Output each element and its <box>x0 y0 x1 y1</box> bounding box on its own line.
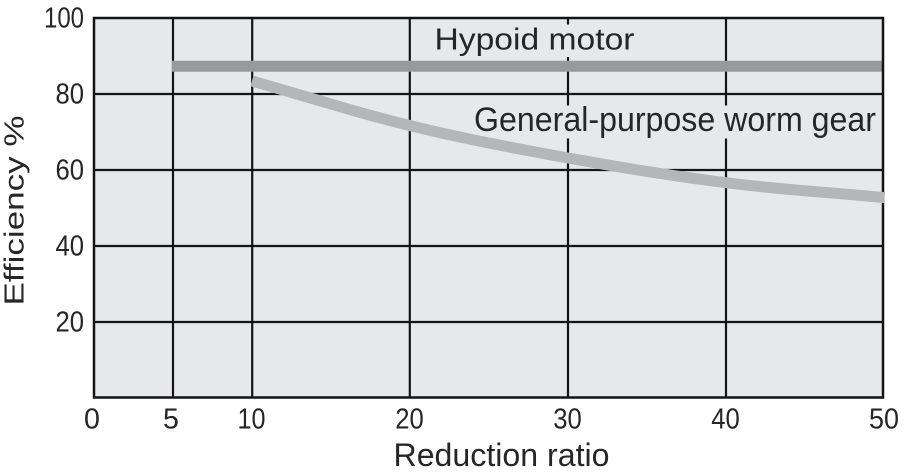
svg-text:30: 30 <box>553 404 582 436</box>
svg-text:40: 40 <box>56 231 85 263</box>
svg-text:20: 20 <box>395 404 424 436</box>
svg-text:Hypoid motor: Hypoid motor <box>435 22 635 57</box>
svg-text:Efficiency %: Efficiency % <box>0 116 30 306</box>
svg-text:5: 5 <box>163 404 179 436</box>
svg-text:80: 80 <box>56 79 85 111</box>
svg-text:60: 60 <box>56 155 85 187</box>
svg-text:40: 40 <box>711 404 740 436</box>
svg-text:20: 20 <box>56 307 85 339</box>
svg-text:0: 0 <box>84 404 100 436</box>
svg-text:General-purpose worm gear: General-purpose worm gear <box>474 101 876 139</box>
svg-text:Reduction ratio: Reduction ratio <box>394 437 610 473</box>
svg-text:100: 100 <box>44 3 84 35</box>
svg-text:10: 10 <box>238 404 266 436</box>
svg-text:50: 50 <box>869 404 899 436</box>
